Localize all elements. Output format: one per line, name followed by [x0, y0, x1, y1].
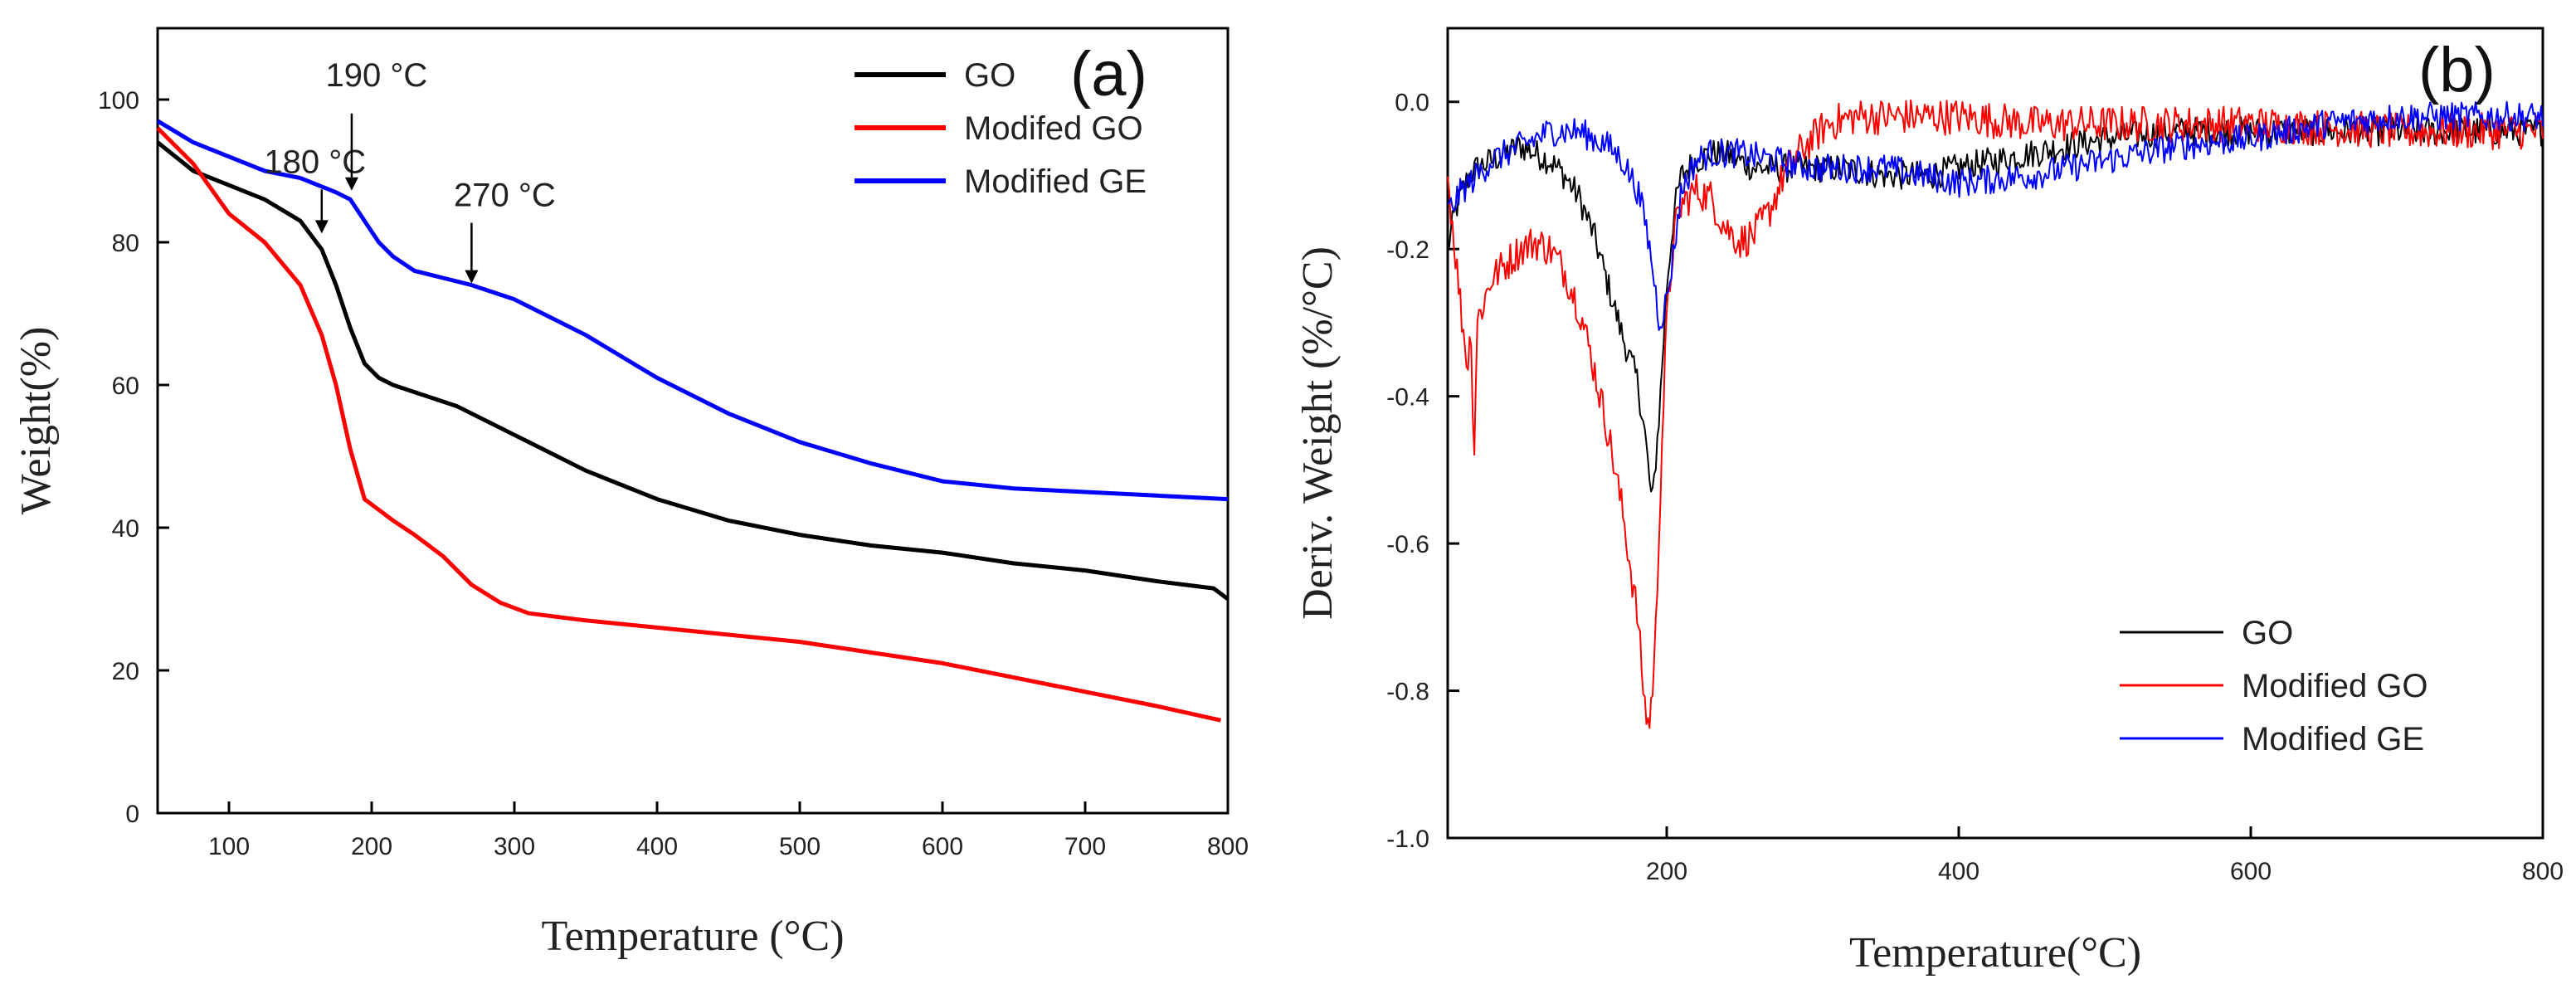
- annotation-label: 180 °C: [264, 144, 366, 180]
- legend-label: Modified GE: [964, 163, 1147, 200]
- x-tick-label: 800: [2522, 858, 2564, 885]
- legend-label: Modified GO: [2242, 668, 2428, 704]
- y-tick-label: 0.0: [1395, 90, 1429, 117]
- chart-a: 100 200 300 400 500 600 700 800 0 20 40 60 80 100 180…: [12, 27, 1249, 960]
- series-line-go: [1447, 115, 2544, 493]
- chart-b-legend: GO Modified GO Modified GE: [2120, 615, 2428, 757]
- legend-label: Modifed GO: [964, 110, 1143, 147]
- annotation-arrowhead: [314, 220, 329, 234]
- chart-a-legend: GO Modifed GO Modified GE: [855, 57, 1147, 200]
- y-tick-label: -0.8: [1386, 679, 1429, 706]
- chart-b-plot-frame: [1446, 27, 2544, 840]
- annotation-arrowhead: [465, 270, 479, 284]
- series-line-modified-ge: [156, 119, 1229, 502]
- x-tick-label: 400: [636, 833, 678, 860]
- series-line-go: [156, 140, 1230, 601]
- chart-a-annotations: 180 °C 190 °C 270 °C: [264, 57, 556, 284]
- annotation-label: 190 °C: [326, 57, 428, 94]
- y-tick-label: 20: [112, 658, 139, 685]
- x-tick-label: 200: [351, 833, 392, 860]
- chart-a-panel-label: (a): [1070, 39, 1147, 110]
- y-tick-label: -0.6: [1386, 531, 1429, 558]
- chart-b: 200 400 600 800 0.0 -0.2 -0.4 -0.6 -0.8 -1.0 GO Mo…: [1294, 27, 2564, 977]
- legend-label: GO: [2242, 615, 2293, 651]
- chart-a-x-axis-title: Temperature (°C): [541, 913, 844, 960]
- chart-a-series: [156, 119, 1230, 723]
- x-tick-label: 600: [2230, 858, 2272, 885]
- chart-b-panel-label: (b): [2418, 35, 2496, 105]
- y-tick-label: -0.4: [1386, 384, 1429, 412]
- x-tick-label: 500: [779, 833, 821, 860]
- series-line-modified-go: [1447, 99, 2544, 729]
- y-tick-label: 100: [98, 87, 139, 114]
- x-tick-label: 400: [1938, 858, 1979, 885]
- x-tick-label: 700: [1064, 833, 1106, 860]
- y-tick-label: 80: [112, 230, 139, 257]
- annotation-label: 270 °C: [454, 178, 556, 214]
- y-tick-label: -0.2: [1386, 236, 1429, 264]
- chart-b-x-axis-title: Temperature(°C): [1849, 929, 2141, 977]
- chart-b-series: [1447, 99, 2544, 729]
- y-tick-label: 0: [125, 801, 139, 828]
- annotation-arrowhead: [344, 177, 358, 191]
- y-tick-label: -1.0: [1386, 826, 1429, 853]
- series-line-modified-ge: [1447, 100, 2544, 331]
- chart-b-y-axis-title: Deriv. Weight (%/°C): [1294, 246, 1342, 620]
- x-tick-label: 100: [208, 833, 250, 860]
- series-line-modifed-go: [156, 126, 1221, 723]
- chart-a-plot-frame: [156, 27, 1230, 815]
- legend-label: GO: [964, 57, 1015, 94]
- x-tick-label: 300: [494, 833, 535, 860]
- chart-a-y-axis-title: Weight(%): [12, 327, 60, 515]
- legend-label: Modified GE: [2242, 721, 2424, 757]
- chart-b-ticks: 200 400 600 800 0.0 -0.2 -0.4 -0.6 -0.8 -1.0: [1386, 90, 2564, 885]
- y-tick-label: 40: [112, 515, 139, 543]
- x-tick-label: 600: [922, 833, 963, 860]
- x-tick-label: 200: [1646, 858, 1687, 885]
- chart-a-ticks: 100 200 300 400 500 600 700 800 0 20 40 60 80 100: [98, 87, 1249, 860]
- x-tick-label: 800: [1207, 833, 1249, 860]
- y-tick-label: 60: [112, 373, 139, 400]
